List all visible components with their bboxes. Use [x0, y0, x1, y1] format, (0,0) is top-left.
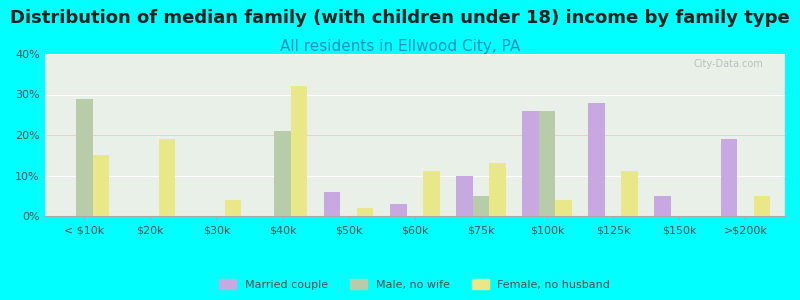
Text: Distribution of median family (with children under 18) income by family type: Distribution of median family (with chil…: [10, 9, 790, 27]
Bar: [93, 155, 109, 216]
Bar: [357, 208, 374, 216]
Text: All residents in Ellwood City, PA: All residents in Ellwood City, PA: [280, 39, 520, 54]
Bar: [721, 139, 737, 216]
Bar: [390, 204, 406, 216]
Bar: [225, 200, 242, 216]
Bar: [456, 176, 473, 216]
Bar: [522, 111, 538, 216]
Bar: [654, 196, 671, 216]
Bar: [291, 86, 307, 216]
Bar: [622, 171, 638, 216]
Bar: [754, 196, 770, 216]
Text: City-Data.com: City-Data.com: [693, 59, 762, 69]
Bar: [423, 171, 439, 216]
Bar: [158, 139, 175, 216]
Bar: [76, 98, 93, 216]
Bar: [274, 131, 291, 216]
Bar: [489, 163, 506, 216]
Bar: [473, 196, 489, 216]
Bar: [555, 200, 572, 216]
Legend: Married couple, Male, no wife, Female, no husband: Married couple, Male, no wife, Female, n…: [215, 275, 615, 295]
Bar: [538, 111, 555, 216]
Bar: [588, 103, 605, 216]
Bar: [324, 192, 341, 216]
